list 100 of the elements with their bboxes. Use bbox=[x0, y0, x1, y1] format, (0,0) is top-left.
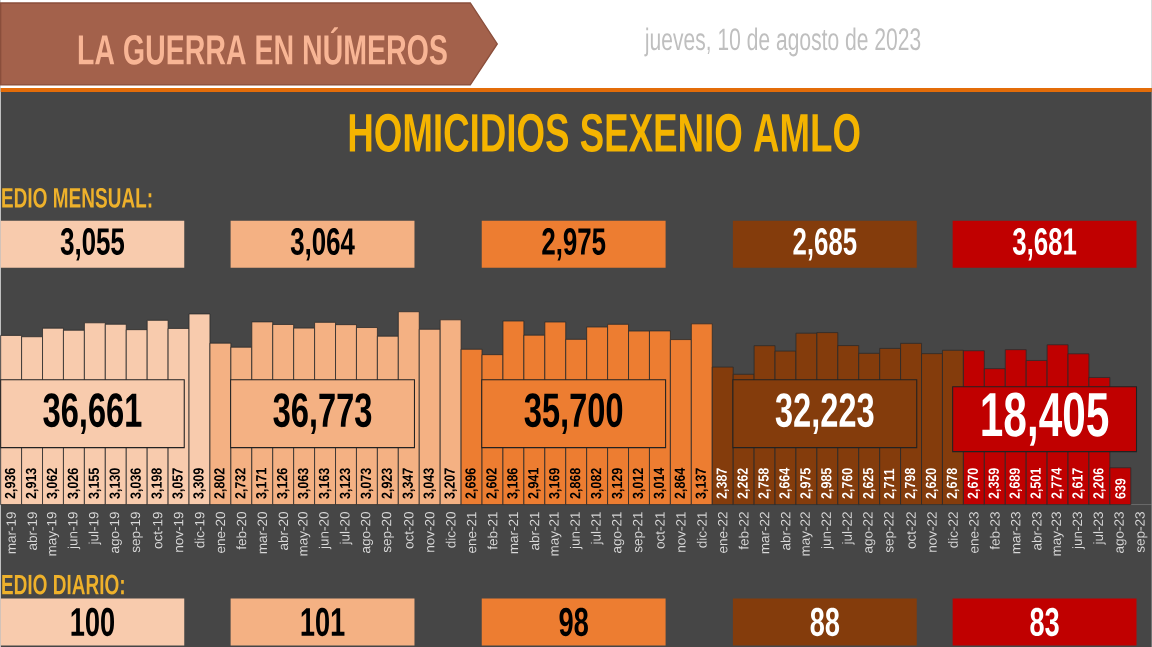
x-tick-label: ene-20 bbox=[215, 511, 226, 553]
data-label: 3,163 bbox=[318, 467, 332, 499]
x-tick-label: feb-20 bbox=[236, 511, 247, 550]
x-tick-label: may-23 bbox=[1051, 511, 1064, 556]
text: 2,975 bbox=[542, 227, 606, 261]
x-tick-label: dic-22 bbox=[947, 511, 958, 548]
x-tick-label: abr-23 bbox=[1031, 511, 1042, 550]
data-label: 2,206 bbox=[1093, 467, 1106, 499]
text: jueves, 10 de agosto de 2023 bbox=[644, 27, 921, 57]
data-label: 2,620 bbox=[925, 468, 939, 499]
data-label: 3,155 bbox=[88, 467, 102, 499]
data-label: 3,347 bbox=[402, 468, 416, 499]
chart-title: HOMICIDIOS SEXENIO AMLO bbox=[349, 113, 860, 152]
x-tick-label: feb-23 bbox=[989, 511, 1000, 550]
data-label: 3,198 bbox=[151, 467, 164, 499]
data-label: 2,758 bbox=[758, 467, 771, 499]
x-tick-label: feb-21 bbox=[487, 511, 498, 550]
annotation: 32,223 bbox=[775, 392, 874, 434]
data-label: 3,126 bbox=[276, 467, 290, 499]
x-tick-label: mar-23 bbox=[1010, 511, 1021, 554]
x-tick-label: oct-22 bbox=[906, 511, 916, 549]
x-tick-label: nov-22 bbox=[927, 511, 937, 552]
data-label: 3,130 bbox=[109, 468, 123, 499]
text: 3,064 bbox=[290, 227, 355, 261]
x-tick-label: jun-21 bbox=[569, 511, 583, 550]
text: EDIO DIARIO: bbox=[2, 574, 124, 595]
text: 2,685 bbox=[793, 227, 857, 261]
x-tick-label: jun-22 bbox=[821, 511, 834, 550]
x-tick-label: jul-20 bbox=[339, 511, 353, 545]
x-tick-label: abr-22 bbox=[780, 511, 791, 550]
data-label: 2,602 bbox=[486, 468, 499, 499]
data-label: 3,137 bbox=[695, 468, 709, 499]
data-label: 2,985 bbox=[821, 467, 834, 499]
data-label: 3,026 bbox=[67, 467, 81, 499]
data-label: 2,617 bbox=[1072, 468, 1085, 499]
x-tick-label: abr-19 bbox=[27, 511, 37, 550]
annotation: 36,773 bbox=[273, 392, 372, 434]
data-label: 2,501 bbox=[1030, 467, 1043, 499]
x-tick-label: sep-21 bbox=[632, 511, 646, 553]
data-label: 639 bbox=[1115, 478, 1126, 499]
data-label: 3,014 bbox=[653, 467, 667, 499]
data-label: 3,082 bbox=[590, 468, 604, 499]
data-label: 2,941 bbox=[528, 467, 541, 499]
data-label: 3,036 bbox=[130, 467, 143, 499]
x-tick-label: mar-20 bbox=[257, 511, 268, 554]
x-tick-label: may-22 bbox=[800, 511, 813, 556]
x-tick-label: may-19 bbox=[46, 511, 60, 556]
x-tick-label: jul-21 bbox=[590, 511, 604, 545]
x-tick-label: sep-23 bbox=[1135, 511, 1148, 553]
data-label: 2,913 bbox=[25, 467, 39, 499]
data-label: 3,063 bbox=[297, 467, 311, 499]
data-label: 2,262 bbox=[737, 468, 750, 499]
x-tick-label: jun-23 bbox=[1072, 511, 1085, 550]
data-label: 2,711 bbox=[883, 468, 897, 499]
x-tick-label: jun-19 bbox=[67, 511, 81, 550]
x-tick-label: abr-21 bbox=[529, 511, 540, 550]
data-label: 2,760 bbox=[842, 468, 855, 499]
x-tick-label: ago-19 bbox=[109, 511, 122, 553]
x-tick-label: jul-22 bbox=[842, 511, 855, 545]
x-tick-label: jul-19 bbox=[88, 511, 102, 545]
x-tick-label: mar-21 bbox=[508, 511, 519, 554]
data-label: 3,171 bbox=[256, 467, 269, 499]
data-label: 2,802 bbox=[214, 468, 227, 499]
x-tick-label: nov-21 bbox=[676, 511, 686, 552]
data-label: 3,123 bbox=[339, 467, 353, 499]
text: 101 bbox=[301, 607, 345, 636]
data-label: 3,043 bbox=[423, 467, 436, 499]
annotation: 18,405 bbox=[982, 392, 1109, 446]
x-tick-label: sep-22 bbox=[884, 511, 897, 553]
x-tick-label: oct-21 bbox=[655, 511, 665, 549]
text: 98 bbox=[559, 607, 588, 636]
x-tick-label: may-21 bbox=[549, 511, 562, 556]
data-label: 2,864 bbox=[674, 467, 688, 499]
data-label: 3,062 bbox=[46, 468, 60, 499]
data-label: 2,664 bbox=[779, 467, 792, 499]
text: 3,681 bbox=[1012, 227, 1077, 261]
text: 88 bbox=[810, 607, 840, 636]
data-label: 3,057 bbox=[172, 468, 185, 499]
data-label: 3,309 bbox=[193, 467, 206, 499]
data-label: 2,387 bbox=[716, 468, 729, 499]
text: 3,055 bbox=[60, 227, 125, 261]
x-tick-label: abr-20 bbox=[278, 511, 289, 550]
data-label: 3,186 bbox=[507, 467, 520, 499]
data-label: 3,012 bbox=[632, 468, 646, 499]
x-tick-label: oct-19 bbox=[152, 511, 163, 549]
x-tick-label: ago-23 bbox=[1114, 511, 1127, 553]
x-tick-label: jun-20 bbox=[318, 511, 332, 550]
x-tick-label: mar-19 bbox=[6, 511, 16, 554]
data-label: 3,169 bbox=[549, 467, 562, 499]
x-tick-label: ago-20 bbox=[360, 511, 374, 553]
data-label: 2,868 bbox=[569, 467, 583, 499]
x-tick-label: dic-20 bbox=[445, 511, 456, 548]
data-label: 2,923 bbox=[381, 467, 395, 499]
text: 83 bbox=[1030, 607, 1059, 636]
data-label: 2,670 bbox=[967, 468, 981, 499]
data-label: 2,689 bbox=[1009, 467, 1022, 499]
x-tick-label: ene-23 bbox=[969, 511, 979, 553]
data-label: 2,678 bbox=[946, 467, 960, 499]
text: LA GUERRA EN NÚMEROS bbox=[78, 26, 447, 65]
x-tick-label: sep-20 bbox=[381, 511, 394, 553]
